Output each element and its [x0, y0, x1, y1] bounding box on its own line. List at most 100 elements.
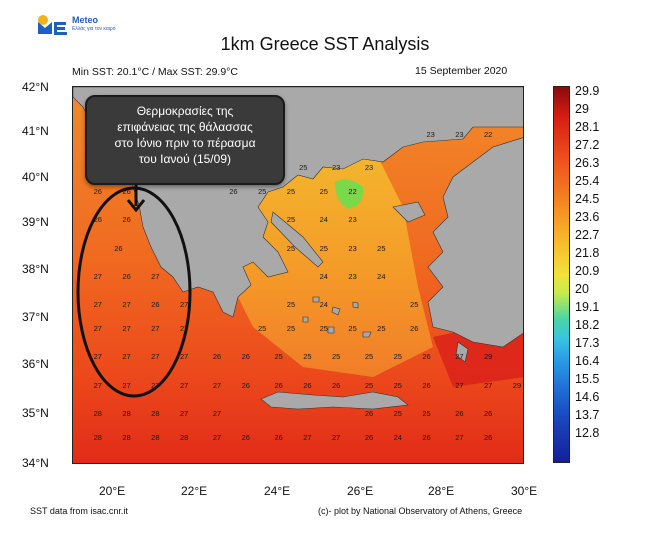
crete-island — [260, 391, 409, 410]
sst-value: 28 — [93, 409, 102, 419]
sst-value: 27 — [93, 272, 102, 281]
sst-value: 23 — [331, 163, 341, 173]
annotation-line: στο Ιόνιο πριν το πέρασμα — [114, 136, 256, 150]
sst-value: 25 — [258, 323, 267, 333]
lesvos-island — [392, 201, 426, 223]
sst-value: 26 — [422, 352, 431, 362]
sst-value: 25 — [258, 186, 267, 196]
sst-value: 25 — [286, 186, 296, 196]
lat-label: 38°N — [22, 262, 49, 276]
sst-value: 26 — [229, 186, 238, 196]
sst-value: 25 — [319, 243, 328, 253]
sst-value: 23 — [348, 243, 357, 253]
sst-value: 26 — [422, 432, 431, 442]
sst-value: 24 — [377, 272, 386, 281]
lat-label: 41°N — [22, 124, 49, 138]
meteo-logo — [38, 15, 67, 35]
sst-value: 27 — [455, 352, 464, 362]
sst-value: 24 — [319, 272, 328, 281]
sst-value: 28 — [151, 409, 160, 419]
lat-label: 37°N — [22, 310, 49, 324]
sst-value: 26 — [303, 380, 312, 390]
sst-value: 25 — [286, 243, 296, 253]
sst-value: 26 — [122, 215, 131, 225]
sst-value: 26 — [331, 380, 341, 390]
colorbar-label: 12.8 — [575, 426, 600, 440]
lon-label: 30°E — [511, 484, 538, 498]
lon-label: 24°E — [264, 484, 291, 498]
sst-value: 26 — [212, 352, 222, 362]
sst-value: 27 — [122, 352, 131, 362]
sst-value: 27 — [122, 300, 131, 310]
sst-value: 25 — [331, 352, 341, 362]
logo-brand: Meteo — [72, 15, 99, 25]
colorbar-label: 14.6 — [575, 390, 600, 404]
sst-value: 26 — [422, 380, 431, 390]
sst-value: 29 — [512, 380, 522, 390]
sst-value: 27 — [122, 380, 131, 390]
data-source: SST data from isac.cnr.it — [30, 506, 128, 516]
colorbar-label: 13.7 — [575, 408, 600, 422]
colorbar-label: 15.5 — [575, 372, 600, 386]
sst-value: 28 — [179, 432, 189, 442]
highlight-ellipse — [76, 186, 192, 398]
lat-label: 35°N — [22, 406, 49, 420]
sst-value: 26 — [455, 409, 464, 419]
sst-value: 27 — [484, 380, 493, 390]
sst-value: 27 — [331, 432, 341, 442]
sst-value: 26 — [241, 432, 250, 442]
sst-value: 25 — [319, 186, 328, 196]
logo-tagline: Ελλάς για τον καιρό — [72, 26, 116, 32]
lon-label: 20°E — [99, 484, 126, 498]
lat-label: 39°N — [22, 215, 49, 229]
sst-value: 26 — [122, 272, 131, 281]
lon-label: 28°E — [428, 484, 455, 498]
sst-value: 23 — [426, 130, 435, 140]
sst-value: 27 — [151, 272, 160, 281]
sst-value: 27 — [93, 300, 102, 310]
sst-value: 27 — [93, 380, 102, 390]
colorbar-label: 28.1 — [575, 120, 600, 134]
sst-value: 26 — [151, 300, 160, 310]
lat-label: 42°N — [22, 80, 49, 94]
sst-value: 27 — [93, 352, 102, 362]
sst-value: 26 — [274, 380, 283, 390]
sst-value: 27 — [151, 323, 160, 333]
sst-value: 22 — [484, 130, 493, 140]
sst-value: 25 — [299, 163, 308, 173]
lat-label: 40°N — [22, 170, 49, 184]
anatolia-landmass — [427, 137, 523, 348]
sst-value: 26 — [241, 352, 250, 362]
sst-value: 27 — [212, 380, 222, 390]
sst-value: 25 — [393, 409, 402, 419]
sst-value: 24 — [319, 215, 328, 225]
sst-value: 23 — [455, 130, 464, 140]
colorbar-label: 21.8 — [575, 246, 600, 260]
sst-value: 26 — [114, 243, 123, 253]
annotation-line: Θερμοκρασίες της — [136, 104, 234, 118]
sst-value: 27 — [93, 323, 102, 333]
sst-value: 25 — [319, 323, 328, 333]
sst-value: 26 — [122, 186, 131, 196]
sst-value: 25 — [393, 380, 402, 390]
sst-value: 28 — [93, 432, 102, 442]
cyclades-islands — [302, 296, 372, 338]
sst-value: 25 — [377, 323, 386, 333]
annotation-callout: Θερμοκρασίες της επιφάνειας της θάλασσας… — [85, 95, 285, 185]
min-max-sst: Min SST: 20.1°C / Max SST: 29.9°C — [72, 66, 238, 78]
colorbar-label: 26.3 — [575, 156, 600, 170]
lon-label: 26°E — [347, 484, 374, 498]
sst-value: 23 — [364, 163, 374, 173]
sst-value: 27 — [179, 323, 189, 333]
sst-value: 26 — [241, 380, 250, 390]
sst-value: 25 — [410, 300, 419, 310]
sst-value: 26 — [93, 215, 102, 225]
sst-value: 28 — [122, 432, 131, 442]
sst-colorbar — [553, 86, 570, 463]
lon-label: 22°E — [181, 484, 208, 498]
rhodes-island — [455, 341, 469, 363]
sst-value: 29 — [484, 352, 493, 362]
sst-value: 26 — [93, 186, 102, 196]
sst-value: 22 — [348, 186, 357, 196]
sst-value: 25 — [286, 300, 296, 310]
